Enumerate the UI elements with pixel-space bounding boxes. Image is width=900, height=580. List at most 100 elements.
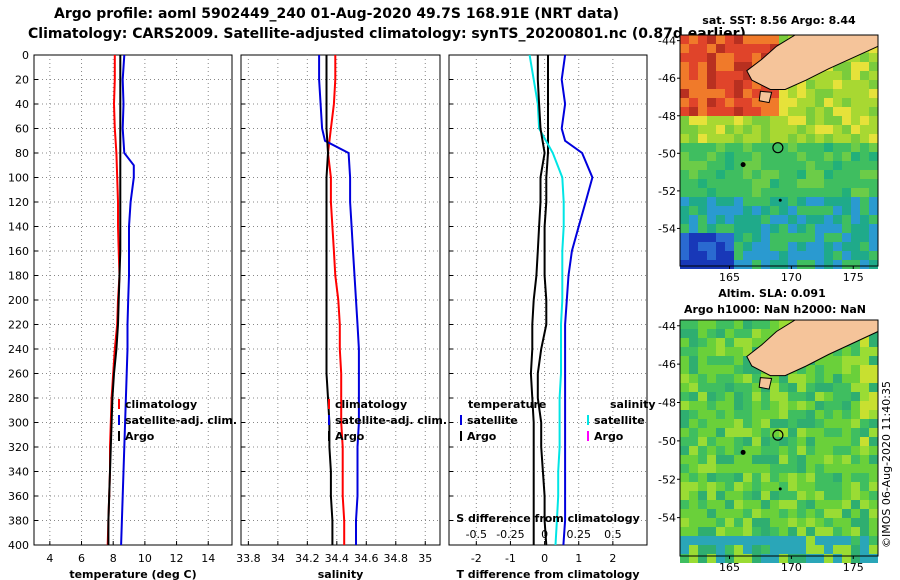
map-cell: [698, 116, 707, 125]
map-cell: [797, 455, 806, 464]
x-axis-label-sal: salinity: [318, 568, 364, 580]
map-cell: [824, 428, 833, 437]
map-cell: [806, 455, 815, 464]
map-cell: [680, 338, 689, 347]
map-cell: [698, 482, 707, 491]
map-cell: [734, 260, 743, 269]
panel-frame-sal: [240, 54, 441, 546]
map-cell: [797, 206, 806, 215]
map-cell: [707, 62, 716, 71]
map-cell: [761, 401, 770, 410]
map-cell: [833, 161, 842, 170]
map-cell: [869, 419, 878, 428]
map-cell: [770, 35, 779, 44]
map-cell: [689, 233, 698, 242]
map-cell: [788, 536, 797, 545]
map-cell: [860, 419, 869, 428]
map-cell: [707, 161, 716, 170]
map-cell: [761, 437, 770, 446]
map-cell: [833, 242, 842, 251]
map-cell: [752, 89, 761, 98]
map-cell: [770, 179, 779, 188]
legend-sal-sat-label: satellite-adj. clim.: [335, 414, 447, 427]
map-cell: [707, 464, 716, 473]
map-cell: [689, 374, 698, 383]
map-cell: [797, 125, 806, 134]
map-cell: [869, 491, 878, 500]
map-cell: [770, 536, 779, 545]
map-cell: [707, 206, 716, 215]
map-cell: [779, 134, 788, 143]
map-cell: [779, 518, 788, 527]
map-cell: [824, 356, 833, 365]
map-cell: [869, 383, 878, 392]
map-cell: [734, 437, 743, 446]
map-campbell-island-sst: [778, 198, 782, 202]
map-cell: [770, 89, 779, 98]
map-cell: [707, 527, 716, 536]
map-cell: [815, 491, 824, 500]
map-cell: [797, 143, 806, 152]
map-cell: [725, 206, 734, 215]
map-cell: [788, 446, 797, 455]
map-cell: [725, 44, 734, 53]
map-cell: [779, 116, 788, 125]
map-cell: [824, 491, 833, 500]
map-lat-label-sst-3: -50: [658, 147, 676, 160]
map-cell: [842, 446, 851, 455]
map-cell: [788, 260, 797, 269]
map-cell: [851, 71, 860, 80]
map-cell: [779, 536, 788, 545]
map-cell: [806, 197, 815, 206]
map-cell: [860, 80, 869, 89]
map-cell: [725, 356, 734, 365]
map-cell: [860, 428, 869, 437]
map-lon-label-sla-0: 165: [719, 561, 740, 574]
map-cell: [734, 500, 743, 509]
map-cell: [725, 170, 734, 179]
map-cell: [833, 206, 842, 215]
map-cell: [797, 242, 806, 251]
map-cell: [680, 383, 689, 392]
map-cell: [743, 242, 752, 251]
map-cell: [833, 233, 842, 242]
map-cell: [752, 143, 761, 152]
map-cell: [833, 356, 842, 365]
map-cell: [797, 224, 806, 233]
map-cell: [779, 215, 788, 224]
map-cell: [698, 107, 707, 116]
map-cell: [707, 260, 716, 269]
map-cell: [860, 338, 869, 347]
map-cell: [779, 410, 788, 419]
map-cell: [824, 545, 833, 554]
x-tick-label-diff-3: 1: [575, 552, 582, 565]
map-cell: [869, 437, 878, 446]
map-cell: [689, 206, 698, 215]
map-cell: [707, 356, 716, 365]
map-cell: [770, 401, 779, 410]
map-frame-sla: [679, 319, 879, 557]
map-cell: [743, 518, 752, 527]
map-cell: [806, 545, 815, 554]
map-cell: [851, 251, 860, 260]
map-cell: [833, 428, 842, 437]
map-cell: [716, 437, 725, 446]
map-cell: [752, 320, 761, 329]
map-cell: [680, 428, 689, 437]
map-cell: [680, 179, 689, 188]
map-cell: [698, 179, 707, 188]
map-cell: [680, 527, 689, 536]
map-cell: [779, 491, 788, 500]
map-cell: [707, 116, 716, 125]
map-cell: [734, 89, 743, 98]
map-cell: [824, 116, 833, 125]
map-cell: [743, 233, 752, 242]
map-cell: [716, 53, 725, 62]
map-cell: [761, 329, 770, 338]
map-cell: [851, 347, 860, 356]
map-cell: [851, 518, 860, 527]
map-cell: [797, 554, 806, 563]
map-cell: [707, 53, 716, 62]
map-cell: [752, 491, 761, 500]
map-cell: [860, 143, 869, 152]
